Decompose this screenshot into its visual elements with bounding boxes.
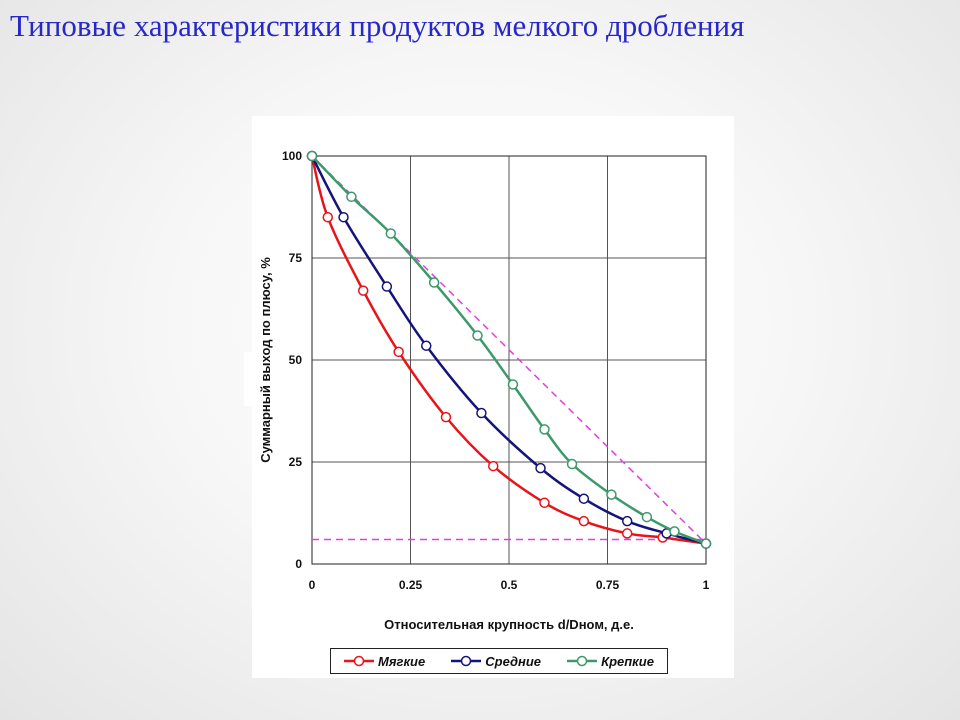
tick-labels: 0 0.25 0.5 0.75 1 0 25 50 75 100 bbox=[282, 149, 710, 592]
series-layer bbox=[306, 150, 712, 549]
legend-marker-soft bbox=[344, 655, 375, 667]
data-point-hard bbox=[700, 538, 712, 549]
data-point-soft bbox=[578, 515, 590, 527]
legend-label-medium: Средние bbox=[485, 653, 542, 669]
x-tick-label: 0.25 bbox=[399, 578, 423, 592]
x-axis-title: Относительная крупность d/Dном, д.е. bbox=[384, 617, 634, 632]
chart-panel: 0 0.25 0.5 0.75 1 0 25 50 75 100 Суммарный выход … bbox=[252, 116, 734, 678]
data-point-medium bbox=[476, 407, 487, 419]
data-point-hard bbox=[566, 458, 578, 470]
chart-grid bbox=[312, 156, 706, 564]
data-point-soft bbox=[539, 497, 550, 509]
y-tick-label: 0 bbox=[295, 557, 302, 571]
y-tick-label: 50 bbox=[289, 353, 303, 367]
legend-marker-medium bbox=[451, 655, 482, 667]
legend-label-hard: Крепкие bbox=[601, 653, 654, 669]
legend-item-medium: Средние bbox=[451, 654, 541, 669]
data-point-medium bbox=[621, 515, 633, 527]
data-point-hard bbox=[539, 424, 550, 435]
chart-legend: Мягкие Средние Крепкие bbox=[330, 648, 668, 674]
slide-title: Типовые характеристики продуктов мелкого… bbox=[10, 8, 745, 43]
x-tick-label: 1 bbox=[703, 578, 710, 592]
data-point-soft bbox=[322, 211, 334, 223]
data-point-hard bbox=[669, 526, 680, 537]
data-point-hard bbox=[472, 330, 483, 341]
legend-label-soft: Мягкие bbox=[378, 653, 426, 669]
data-point-soft bbox=[487, 460, 499, 472]
y-tick-label: 75 bbox=[289, 251, 303, 265]
data-point-hard bbox=[306, 150, 318, 162]
series-line-soft bbox=[310, 155, 707, 545]
legend-item-hard: Крепкие bbox=[567, 654, 654, 669]
data-point-medium bbox=[338, 211, 349, 223]
data-point-hard bbox=[346, 191, 357, 203]
data-point-soft bbox=[440, 411, 452, 423]
line-chart: 0 0.25 0.5 0.75 1 0 25 50 75 100 Суммарный выход … bbox=[258, 149, 712, 632]
data-point-hard bbox=[507, 379, 519, 390]
data-point-soft bbox=[621, 528, 633, 539]
data-point-soft bbox=[357, 285, 369, 296]
y-tick-label: 25 bbox=[289, 455, 303, 469]
x-tick-label: 0.75 bbox=[596, 578, 620, 592]
data-point-hard bbox=[641, 511, 653, 523]
x-tick-label: 0.5 bbox=[501, 578, 518, 592]
data-point-medium bbox=[421, 340, 432, 351]
data-point-medium bbox=[381, 281, 393, 292]
data-point-hard bbox=[428, 277, 440, 288]
data-point-soft bbox=[393, 346, 404, 358]
x-tick-label: 0 bbox=[309, 578, 316, 592]
legend-marker-hard bbox=[567, 655, 598, 667]
reference-lines bbox=[311, 155, 707, 545]
data-point-medium bbox=[578, 493, 590, 504]
plot-area-border bbox=[311, 155, 707, 565]
data-point-hard bbox=[385, 228, 397, 239]
y-axis-title: Суммарный выход по плюсу, % bbox=[258, 257, 273, 463]
y-tick-label: 100 bbox=[282, 149, 302, 163]
legend-item-soft: Мягкие bbox=[344, 654, 425, 669]
reference-line bbox=[311, 155, 707, 545]
data-point-medium bbox=[535, 462, 546, 474]
data-point-hard bbox=[606, 489, 617, 500]
series-line-medium bbox=[310, 155, 707, 545]
